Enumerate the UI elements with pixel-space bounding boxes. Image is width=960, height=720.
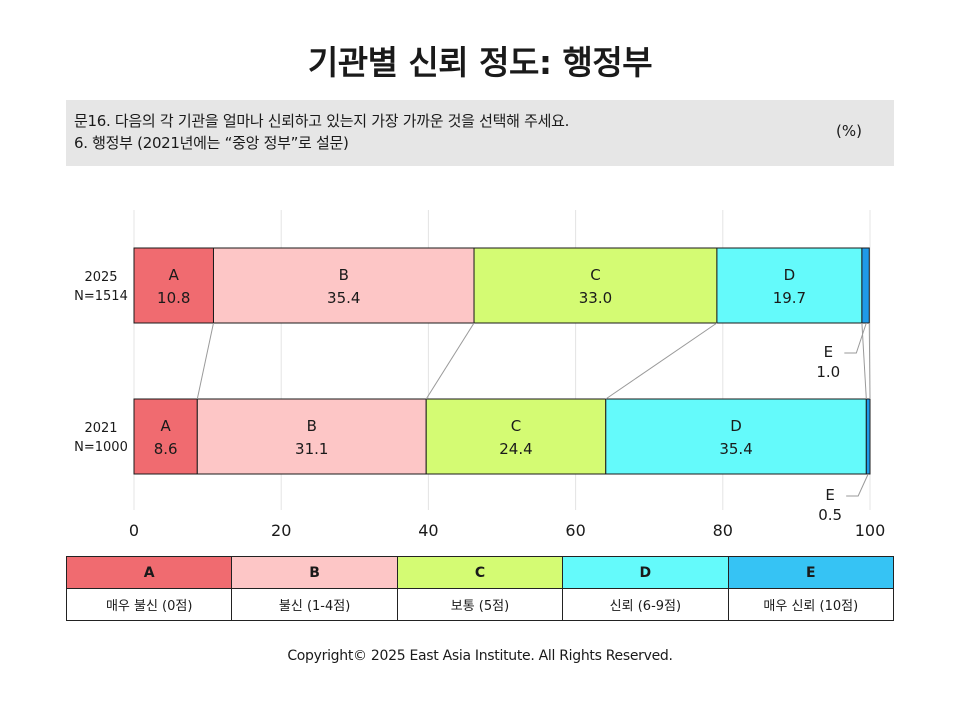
unit-label: (%) [836, 122, 862, 140]
category-n-label: N=1514 [74, 289, 128, 304]
copyright-text: Copyright© 2025 East Asia Institute. All… [287, 648, 673, 664]
stacked-bar-chart: 0 20 40 60 80 100 A 10.8 B 35.4 C 33.0 D 19.7 2025 N=15… [74, 210, 886, 540]
bar-segment [716, 247, 863, 324]
legend-key-b: B [231, 556, 398, 589]
bar-value-label: 31.1 [295, 440, 328, 458]
x-tick-label: 60 [565, 521, 585, 540]
connector-line [861, 322, 867, 400]
x-tick-label: 80 [713, 521, 733, 540]
bar-series-label: A [161, 417, 172, 435]
legend-label-d: 신뢰 (6-9점) [562, 588, 729, 621]
legend-label-e: 매우 신뢰 (10점) [727, 588, 895, 621]
legend-table: A B C D E 매우 불신 (0점) 불신 (1-4점) 보통 (5점) 신… [65, 556, 895, 621]
bar-segment [605, 398, 867, 475]
question-subtext: 6. 행정부 (2021년에는 “중앙 정부”로 설문) [74, 134, 349, 152]
bar-value-label: 35.4 [327, 289, 360, 307]
bar-segment [212, 247, 475, 324]
bar-segment [425, 398, 607, 475]
bar-segment [865, 398, 871, 475]
x-tick-label: 20 [271, 521, 291, 540]
bar-series-label: A [169, 266, 180, 284]
legend-label-row: 매우 불신 (0점) 불신 (1-4점) 보통 (5점) 신뢰 (6-9점) 매… [65, 588, 895, 621]
bar-series-label: D [730, 417, 742, 435]
bar-value-label: 35.4 [719, 440, 752, 458]
connector-line [425, 322, 475, 400]
e-series-label: E [825, 486, 834, 504]
question-text: 문16. 다음의 각 기관을 얼마나 신뢰하고 있는지 가장 가까운 것을 선택… [74, 112, 570, 130]
x-tick-label: 40 [418, 521, 438, 540]
legend-label-a: 매우 불신 (0점) [65, 588, 233, 621]
category-label: 2025 [84, 270, 117, 285]
bar-value-label: 10.8 [157, 289, 190, 307]
bar-value-label: 24.4 [499, 440, 532, 458]
legend-key-e: E [727, 556, 895, 589]
legend-key-c: C [396, 556, 564, 589]
bar-series-label: B [307, 417, 317, 435]
bar-segment [133, 247, 214, 324]
bar-series-label: B [339, 266, 349, 284]
category-n-label: N=1000 [74, 440, 128, 455]
category-label: 2021 [84, 421, 117, 436]
question-box: 문16. 다음의 각 기관을 얼마나 신뢰하고 있는지 가장 가까운 것을 선택… [66, 100, 894, 166]
legend-key-d: D [562, 556, 729, 589]
bar-series-label: D [784, 266, 796, 284]
bar-segment [133, 398, 198, 475]
bar-segment [861, 247, 870, 324]
connector-line [196, 322, 214, 400]
legend-key-row: A B C D E [65, 556, 895, 589]
e-callout-line [844, 322, 867, 354]
e-series-label: E [824, 343, 833, 361]
x-tick-label: 100 [855, 521, 886, 540]
bar-value-label: 33.0 [579, 289, 612, 307]
x-tick-label: 0 [129, 521, 139, 540]
e-value-label: 0.5 [818, 506, 842, 524]
legend-key-a: A [65, 556, 233, 589]
bar-segment [196, 398, 427, 475]
connector-line [868, 322, 871, 400]
bar-value-label: 8.6 [154, 440, 178, 458]
bar-series-label: C [590, 266, 600, 284]
legend-label-c: 보통 (5점) [396, 588, 564, 621]
legend-label-b: 불신 (1-4점) [231, 588, 398, 621]
connector-line [605, 322, 718, 400]
bar-segment [473, 247, 718, 324]
page-title: 기관별 신뢰 정도: 행정부 [307, 43, 653, 82]
bar-value-label: 19.7 [773, 289, 806, 307]
bar-series-label: C [511, 417, 521, 435]
e-value-label: 1.0 [816, 363, 840, 381]
e-callout-line [846, 473, 869, 497]
